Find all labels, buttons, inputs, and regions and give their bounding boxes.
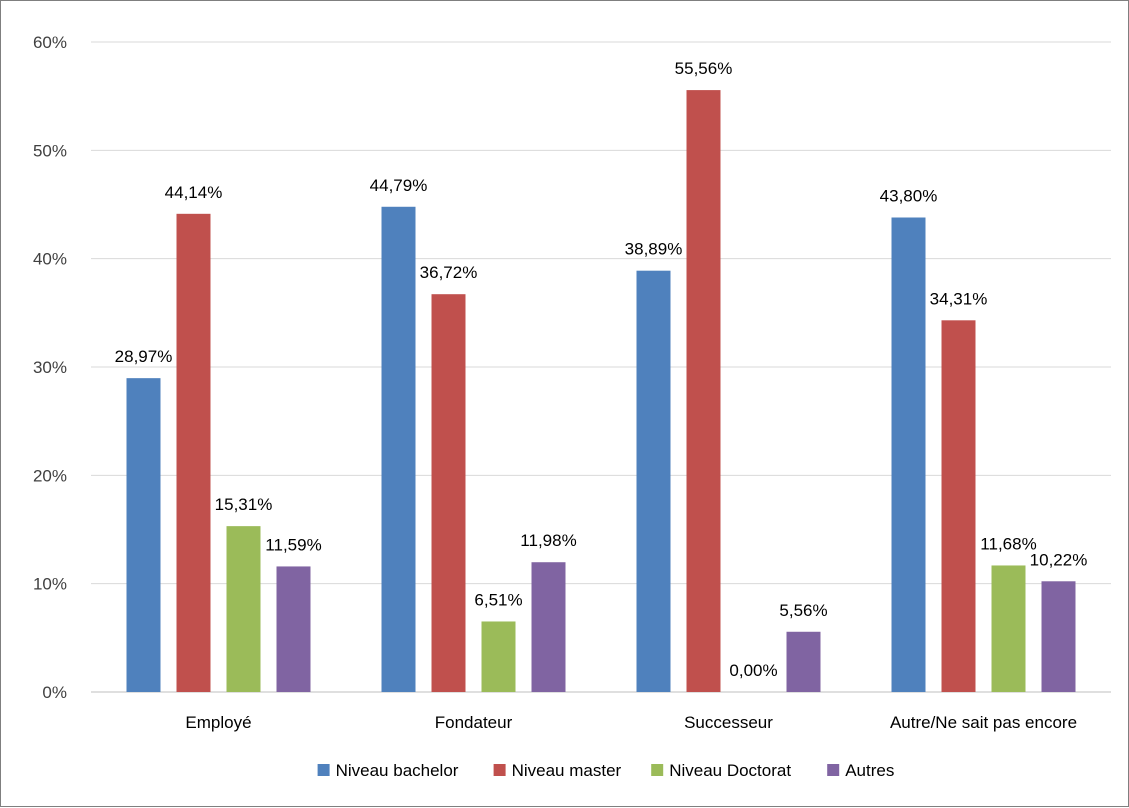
bars <box>126 90 1076 693</box>
data-labels: 28,97% 44,14% 15,31% 11,59% 44,79% 36,72% 6,51… <box>115 59 1088 680</box>
bar-autres-fondateur <box>531 562 566 692</box>
data-label: 38,89% <box>625 240 683 259</box>
bar-niveau-doctorat-employe <box>226 526 261 692</box>
bar-niveau-doctorat-autre-ne-sait-pas-encore <box>991 565 1026 692</box>
legend-swatch <box>493 764 506 776</box>
legend-label: Niveau bachelor <box>336 761 459 780</box>
x-tick-label: Employé <box>185 713 251 732</box>
bar-niveau-master-fondateur <box>431 294 466 692</box>
bar-niveau-bachelor-autre-ne-sait-pas-encore <box>891 217 926 692</box>
data-label: 5,56% <box>779 601 827 620</box>
x-tick-label: Fondateur <box>435 713 513 732</box>
bar-niveau-master-employe <box>176 213 211 693</box>
bar-niveau-bachelor-employe <box>126 378 161 692</box>
y-tick-label: 60% <box>33 33 67 52</box>
y-axis-tick-labels: 0% 10% 20% 30% 40% 50% 60% <box>33 33 67 702</box>
legend-label: Autres <box>845 761 894 780</box>
data-label: 11,98% <box>520 531 576 550</box>
data-label: 34,31% <box>930 289 988 308</box>
y-tick-label: 30% <box>33 358 67 377</box>
legend: Niveau bachelor Niveau master Niveau Docto… <box>317 761 894 780</box>
legend-label: Niveau Doctorat <box>669 761 791 780</box>
data-label: 15,31% <box>215 495 273 514</box>
legend-item-autres: Autres <box>827 761 894 780</box>
legend-item-niveau-doctorat: Niveau Doctorat <box>651 761 791 780</box>
y-tick-label: 50% <box>33 141 67 160</box>
data-label: 10,22% <box>1030 550 1088 569</box>
bar-autres-employe <box>276 566 311 692</box>
data-label: 36,72% <box>420 263 478 282</box>
bar-niveau-master-autre-ne-sait-pas-encore <box>941 320 976 692</box>
x-tick-label: Successeur <box>684 713 773 732</box>
bar-autres-successeur <box>786 631 821 692</box>
y-tick-label: 0% <box>42 683 67 702</box>
y-tick-label: 20% <box>33 466 67 485</box>
legend-swatch <box>827 764 840 776</box>
data-label: 6,51% <box>474 590 522 609</box>
data-label: 11,59% <box>265 535 321 554</box>
legend-item-niveau-bachelor: Niveau bachelor <box>317 761 459 780</box>
bar-niveau-bachelor-fondateur <box>381 206 416 692</box>
bar-autres-autre-ne-sait-pas-encore <box>1041 581 1076 692</box>
y-tick-label: 40% <box>33 250 67 269</box>
data-label: 43,80% <box>880 187 938 206</box>
legend-swatch <box>317 764 330 776</box>
data-label: 0,00% <box>729 661 777 680</box>
data-label: 55,56% <box>675 59 733 78</box>
data-label: 44,79% <box>370 176 428 195</box>
legend-item-niveau-master: Niveau master <box>493 761 622 780</box>
x-tick-label: Autre/Ne sait pas encore <box>890 713 1077 732</box>
y-tick-label: 10% <box>33 575 67 594</box>
data-label: 44,14% <box>165 183 223 202</box>
legend-label: Niveau master <box>512 761 622 780</box>
x-axis: Employé Fondateur Successeur Autre/Ne sait … <box>185 713 1077 732</box>
legend-swatch <box>651 764 664 776</box>
bar-niveau-master-successeur <box>686 90 721 693</box>
data-label: 28,97% <box>115 347 173 366</box>
data-label: 11,68% <box>980 534 1036 553</box>
bar-niveau-bachelor-successeur <box>636 270 671 692</box>
bar-niveau-doctorat-fondateur <box>481 621 516 692</box>
gridlines <box>91 41 1111 693</box>
